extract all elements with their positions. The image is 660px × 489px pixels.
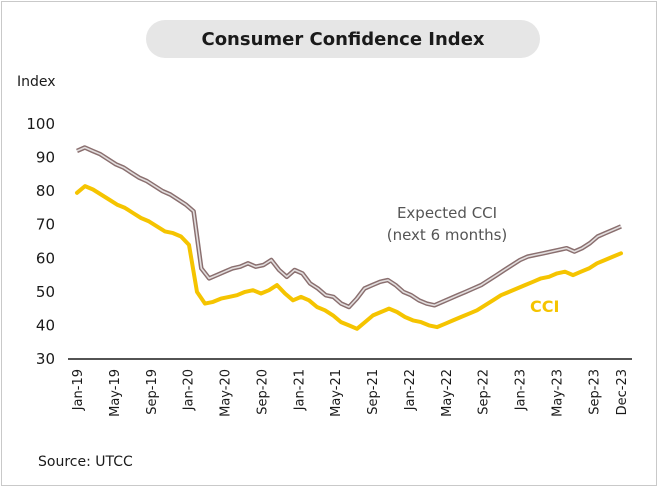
series-line-cci [75, 184, 623, 331]
y-tick-label: 80 [36, 182, 55, 200]
x-tick-label: Jan-19 [71, 369, 86, 411]
x-axis-ticks: Jan-19 May-19 Sep-19 Jan-20 May-20 Sep-20 Jan-… [71, 369, 630, 417]
x-tick-label: Sep-20 [255, 369, 270, 415]
x-tick-label: Sep-19 [145, 369, 160, 415]
series-line-expected-cci-inner [76, 146, 622, 308]
x-tick-label: Sep-23 [587, 369, 602, 415]
source-note: Source: UTCC [38, 454, 133, 470]
y-tick-label: 30 [36, 350, 55, 368]
x-tick-label: Jan-20 [182, 369, 197, 411]
expected-cci-label-line2: (next 6 months) [387, 226, 508, 244]
x-tick-label: May-19 [108, 369, 123, 417]
chart-title: Consumer Confidence Index [146, 20, 540, 58]
x-tick-label: May-23 [550, 369, 565, 417]
x-tick-label: Sep-22 [477, 369, 492, 415]
cci-label: CCI [530, 297, 559, 316]
x-tick-label: Jan-23 [514, 369, 529, 411]
y-tick-label: 100 [26, 115, 55, 133]
y-tick-label: 40 [36, 316, 55, 334]
x-tick-label: Jan-21 [292, 369, 307, 411]
expected-cci-label-line1: Expected CCI [397, 204, 497, 222]
y-axis-label: Index [17, 74, 56, 90]
x-tick-label: May-22 [440, 369, 455, 417]
x-tick-label: May-21 [329, 369, 344, 417]
x-tick-label: Jan-22 [403, 369, 418, 411]
x-tick-label: Dec-23 [615, 369, 630, 415]
y-tick-label: 90 [36, 149, 55, 167]
y-tick-label: 70 [36, 216, 55, 234]
y-axis-ticks: 30 40 50 60 70 80 90 100 [26, 115, 55, 368]
y-tick-label: 50 [36, 283, 55, 301]
x-tick-label: Sep-21 [366, 369, 381, 415]
series-lines [75, 145, 623, 331]
y-tick-label: 60 [36, 249, 55, 267]
x-tick-label: May-20 [219, 369, 234, 417]
